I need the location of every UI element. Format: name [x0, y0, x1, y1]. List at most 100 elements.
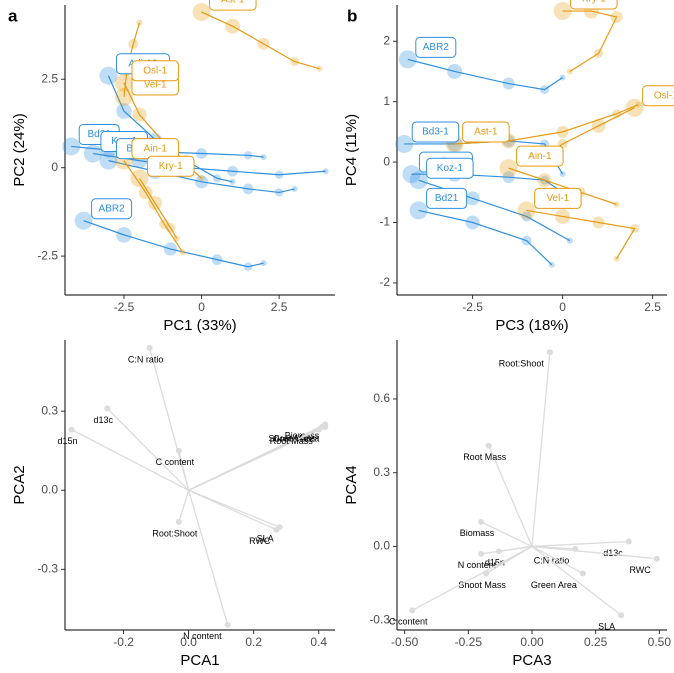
y-tick-label: 0.0: [41, 482, 58, 496]
x-tick-label: 0: [559, 300, 566, 314]
loading-point: [175, 447, 182, 454]
variable-label: d15n: [485, 558, 505, 568]
y-tick-label: -2.5: [37, 248, 58, 262]
loading-line: [106, 408, 190, 491]
variable-label: Biomass: [460, 528, 495, 538]
y-tick-label: -1: [379, 215, 390, 229]
y-tick-label: 0: [51, 160, 58, 174]
variable-label: RWC: [249, 536, 271, 546]
loading-point: [68, 426, 75, 433]
trajectory-line: [526, 209, 636, 260]
y-axis-title: PC2 (24%): [11, 113, 28, 186]
variable-label: Root:Shoot: [152, 528, 198, 538]
variable-label: C content: [389, 617, 428, 627]
series-label: Bd21: [435, 193, 459, 204]
variable-label: Shoot Mass: [458, 580, 506, 590]
variable-label: d13c: [603, 548, 623, 558]
y-tick-label: -2: [379, 275, 390, 289]
variable-label: Root Mass: [463, 452, 507, 462]
variable-label: C:N ratio: [534, 555, 570, 565]
trajectory-point: [499, 159, 518, 178]
loading-point: [546, 349, 553, 356]
loading-point: [618, 612, 625, 619]
variable-label: SLA: [598, 622, 615, 632]
x-tick-label: 2.5: [271, 300, 288, 314]
label-box: [642, 85, 674, 107]
x-tick-label: 0.4: [310, 635, 327, 649]
variable-label: C content: [156, 457, 195, 467]
series-label: Ain-1: [144, 143, 168, 154]
trajectory-line: [83, 220, 264, 268]
loading-line: [178, 450, 190, 491]
series-label: Bd21: [88, 129, 112, 140]
variable-label: N content: [183, 631, 222, 641]
series-label: ABR2: [99, 203, 126, 214]
variable-label: d13c: [94, 415, 114, 425]
series-label: Ast-1: [221, 0, 245, 6]
label-box: [426, 157, 474, 179]
label-box: [426, 187, 468, 209]
loading-point: [273, 526, 280, 533]
x-tick-label: -0.2: [113, 635, 134, 649]
y-tick-label: 1: [383, 94, 390, 108]
variable-label: Root Mass: [270, 436, 314, 446]
trajectory-line: [92, 152, 326, 176]
x-tick-label: 2.5: [644, 300, 661, 314]
series-label: Koz-1: [437, 163, 464, 174]
x-axis-title: PC1 (33%): [163, 317, 236, 334]
loading-line: [488, 445, 533, 547]
x-axis-title: PCA3: [512, 652, 551, 669]
loading-line: [531, 545, 657, 560]
x-tick-label: 0.00: [520, 635, 544, 649]
label-box: [534, 187, 582, 209]
loading-point: [104, 405, 111, 412]
label-box: [91, 198, 133, 220]
label-box: [131, 60, 179, 82]
series-label: Vel-1: [546, 193, 569, 204]
variable-label: C:N ratio: [128, 354, 164, 364]
loading-point: [224, 621, 231, 628]
x-tick-label: 0.0: [180, 635, 197, 649]
loading-point: [653, 555, 660, 562]
loading-line: [411, 545, 533, 611]
series-label: ABR2: [423, 42, 450, 53]
y-tick-label: 2: [383, 33, 390, 47]
series-label: Osl-1: [143, 65, 167, 76]
trajectory-line: [123, 160, 184, 253]
x-tick-label: 0.2: [245, 635, 262, 649]
label-box: [415, 36, 457, 58]
loading-point: [175, 518, 182, 525]
trajectory-line: [508, 167, 617, 205]
x-tick-label: 0.25: [584, 635, 608, 649]
loading-line: [531, 540, 629, 548]
label-box: [146, 155, 195, 177]
variable-label: Green Area: [531, 580, 577, 590]
label-box: [570, 0, 618, 10]
variable-label: d15n: [57, 436, 77, 446]
y-tick-label: 0.6: [373, 391, 390, 405]
loading-line: [178, 490, 190, 523]
series-label: Vel-1: [144, 80, 167, 91]
series-label: Bd3-1: [422, 127, 449, 138]
series-label: Kry-1: [582, 0, 606, 5]
loading-line: [188, 429, 320, 491]
loading-point: [485, 442, 492, 449]
x-axis-title: PC3 (18%): [495, 317, 568, 334]
loading-point: [478, 550, 485, 557]
y-axis-title: PCA4: [343, 465, 360, 504]
trajectory-line: [138, 177, 178, 239]
loading-point: [625, 538, 632, 545]
y-tick-label: 0.0: [373, 539, 390, 553]
loading-point: [579, 570, 586, 577]
loading-line: [188, 489, 277, 531]
y-tick-label: -0.3: [37, 562, 58, 576]
loading-point: [315, 426, 322, 433]
variable-label: Green Area: [273, 433, 319, 443]
label-box: [209, 0, 257, 11]
x-tick-label: -2.5: [462, 300, 483, 314]
trajectory-line: [562, 10, 618, 72]
loading-line: [480, 521, 533, 548]
label-box: [516, 145, 564, 167]
loading-line: [71, 429, 189, 491]
loading-line: [531, 352, 551, 547]
